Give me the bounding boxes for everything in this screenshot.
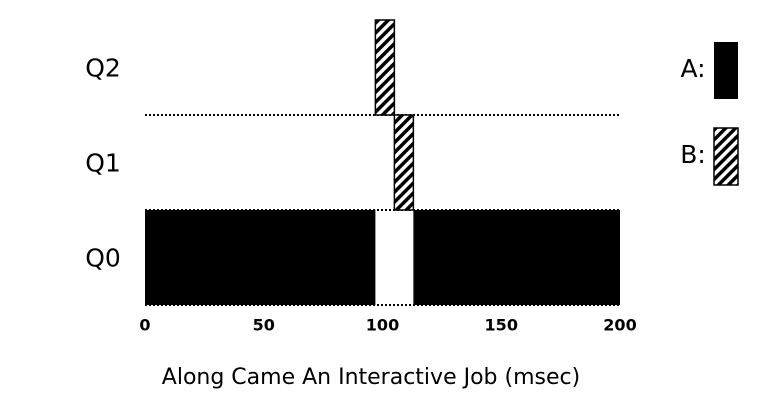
x-tick-label: 50 <box>253 316 275 335</box>
x-tick-label: 100 <box>366 316 399 335</box>
row-label: Q0 <box>85 244 121 273</box>
segment <box>393 114 415 211</box>
x-axis-label: Along Came An Interactive Job (msec) <box>162 365 580 390</box>
legend-swatch <box>714 42 738 99</box>
x-tick-label: 200 <box>603 316 636 335</box>
segment <box>413 210 620 305</box>
x-tick-label: 0 <box>139 316 150 335</box>
segment <box>374 19 396 116</box>
row-label: Q2 <box>85 54 121 83</box>
row-label: Q1 <box>85 149 121 178</box>
legend-label: B: <box>680 140 706 169</box>
legend-swatch <box>713 127 739 186</box>
x-tick-label: 150 <box>485 316 518 335</box>
segment <box>145 210 376 305</box>
legend-label: A: <box>680 54 705 83</box>
